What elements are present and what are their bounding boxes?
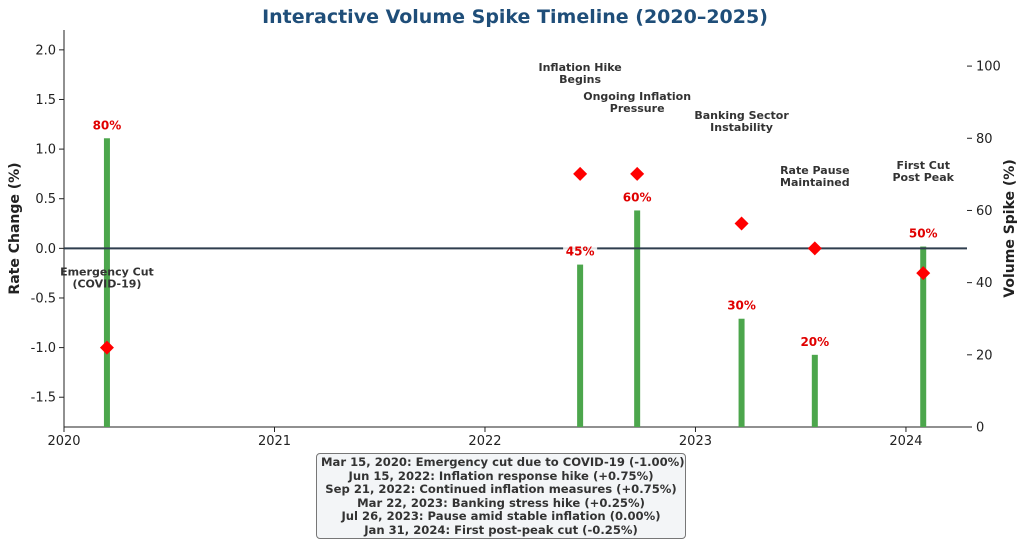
- volume-label: 60%: [623, 190, 652, 204]
- rate-change-marker: [734, 216, 749, 231]
- volume-label: 45%: [566, 245, 595, 259]
- markers-group: [99, 166, 931, 355]
- y-left-tick-label: 1.0: [35, 143, 56, 158]
- summary-line: Sep 21, 2022: Continued inflation measur…: [325, 482, 677, 497]
- y-right-tick-label: 80: [976, 132, 993, 147]
- volume-bar: [103, 138, 110, 428]
- bars-group: [103, 138, 927, 428]
- summary-line: Mar 15, 2020: Emergency cut due to COVID…: [321, 455, 685, 469]
- event-annotation: First Cut: [896, 159, 950, 172]
- rate-change-marker: [916, 266, 931, 281]
- volume-bar: [738, 318, 745, 427]
- volume-bar: [811, 354, 818, 427]
- volume-bar: [577, 264, 584, 427]
- y-left-tick-label: 2.0: [35, 43, 56, 58]
- event-annotation: Maintained: [780, 176, 850, 189]
- event-annotation: Post Peak: [892, 171, 954, 184]
- y-right-tick-label: 20: [976, 348, 993, 363]
- x-tick-label: 2021: [258, 434, 291, 449]
- summary-line: Jun 15, 2022: Inflation response hike (+…: [348, 468, 654, 483]
- x-tick-label: 2022: [468, 434, 501, 449]
- event-annotation: Banking Sector: [694, 109, 789, 122]
- labels-group: 80% 45% 60% 30% 20% 50% Emergency Cut(COVID-19…: [60, 61, 955, 351]
- event-annotation: Inflation Hike: [539, 61, 622, 74]
- volume-label: 80%: [93, 118, 122, 132]
- rate-change-marker: [807, 241, 822, 256]
- x-tick-label: 2024: [889, 434, 922, 449]
- volume-label-bg: [797, 332, 832, 351]
- volume-label-bg: [620, 188, 655, 207]
- volume-label-bg: [724, 296, 759, 315]
- summary-line: Jul 26, 2023: Pause amid stable inflatio…: [341, 509, 661, 524]
- event-annotation: Pressure: [610, 102, 665, 115]
- y-right-tick-label: 0: [976, 421, 984, 436]
- y-axis-left-label: Rate Change (%): [7, 162, 23, 294]
- volume-label: 50%: [909, 227, 938, 241]
- volume-bar: [634, 210, 641, 427]
- rate-change-marker: [99, 340, 114, 355]
- event-annotation: Emergency Cut: [60, 265, 154, 278]
- volume-bar: [920, 246, 927, 427]
- summary-legend-box: Mar 15, 2020: Emergency cut due to COVID…: [316, 453, 686, 539]
- y-right-tick-label: 40: [976, 276, 993, 291]
- chart-title: Interactive Volume Spike Timeline (2020–…: [262, 6, 768, 28]
- volume-label-bg: [563, 242, 598, 261]
- event-annotation: Ongoing Inflation: [583, 90, 691, 103]
- rate-change-marker: [573, 166, 588, 181]
- event-annotation: Instability: [710, 121, 773, 134]
- y-left-tick-label: -1.0: [31, 341, 56, 356]
- volume-label-bg: [89, 116, 124, 135]
- y-left-tick-label: 0.5: [35, 192, 56, 207]
- summary-line: Jan 31, 2024: First post-peak cut (-0.25…: [364, 522, 638, 537]
- y-left-tick-label: -1.5: [31, 391, 56, 406]
- axes-group: -1.5 -1.0 -0.5 0.0 0.5 1.0 1.5 2.0 0 20 40 60 80 100 2…: [31, 30, 1001, 449]
- rate-change-marker: [630, 166, 645, 181]
- event-annotation: (COVID-19): [72, 277, 141, 290]
- y-left-tick-label: 0.0: [35, 242, 56, 257]
- summary-line: Mar 22, 2023: Banking stress hike (+0.25…: [357, 495, 645, 510]
- x-tick-label: 2023: [679, 434, 712, 449]
- volume-label: 30%: [727, 299, 756, 313]
- event-annotation: Rate Pause: [780, 164, 849, 177]
- volume-label-bg: [906, 224, 941, 243]
- event-annotation: Begins: [559, 73, 601, 86]
- y-axis-right-label: Volume Spike (%): [1002, 159, 1018, 297]
- y-left-tick-label: 1.5: [35, 93, 56, 108]
- volume-label: 20%: [800, 335, 829, 349]
- x-tick-label: 2020: [47, 434, 80, 449]
- y-right-tick-label: 60: [976, 204, 993, 219]
- y-right-tick-label: 100: [976, 60, 1001, 75]
- y-left-tick-label: -0.5: [31, 291, 56, 306]
